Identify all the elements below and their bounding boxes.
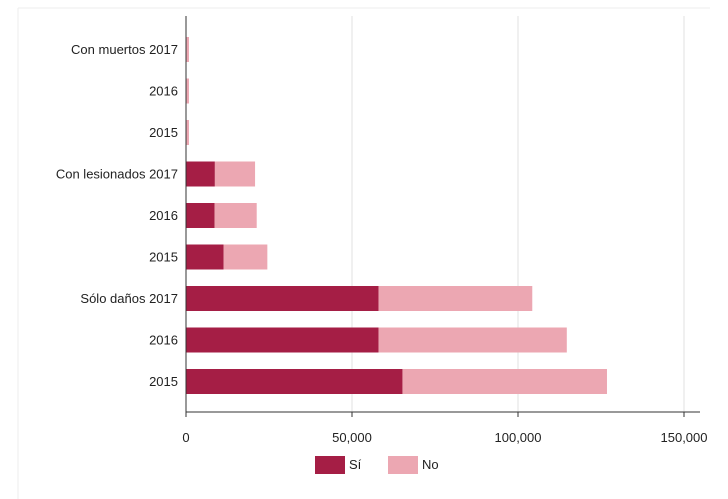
category-label-3: Con lesionados 2017	[56, 167, 178, 182]
category-label-1: 2016	[149, 84, 178, 99]
labels: Con muertos 2017 2016 2015 Con lesionados 2…	[56, 42, 708, 445]
axes	[185, 16, 700, 417]
bar-si-8	[186, 369, 403, 394]
legend: Sí No	[315, 456, 439, 474]
x-tick-label-2: 100,000	[495, 430, 542, 445]
bar-no-1	[186, 78, 189, 104]
legend-label-si: Sí	[349, 457, 362, 472]
bar-no-8	[402, 369, 607, 394]
x-tick-label-0: 0	[182, 430, 189, 445]
category-label-8: 2015	[149, 374, 178, 389]
legend-swatch-no	[388, 456, 418, 474]
grid-lines	[17, 7, 710, 499]
category-label-4: 2016	[149, 208, 178, 223]
bar-no-5	[223, 244, 268, 270]
bar-no-6	[378, 286, 533, 311]
bar-si-7	[186, 327, 379, 353]
bar-no-2	[186, 120, 189, 145]
bar-si-5	[186, 244, 224, 270]
x-tick-label-1: 50,000	[332, 430, 372, 445]
bar-no-3	[214, 161, 256, 187]
category-label-0: Con muertos 2017	[71, 42, 178, 57]
legend-label-no: No	[422, 457, 439, 472]
bar-si-6	[186, 286, 379, 311]
category-label-6: Sólo daños 2017	[80, 291, 178, 306]
bar-no-7	[378, 327, 567, 353]
bar-no-4	[214, 203, 257, 228]
x-tick-label-3: 150,000	[661, 430, 708, 445]
bars	[186, 37, 607, 394]
category-label-7: 2016	[149, 333, 178, 348]
bar-no-0	[186, 37, 189, 62]
category-label-5: 2015	[149, 250, 178, 265]
category-label-2: 2015	[149, 125, 178, 140]
bar-si-4	[186, 203, 215, 228]
legend-swatch-si	[315, 456, 345, 474]
bar-si-3	[186, 161, 215, 187]
